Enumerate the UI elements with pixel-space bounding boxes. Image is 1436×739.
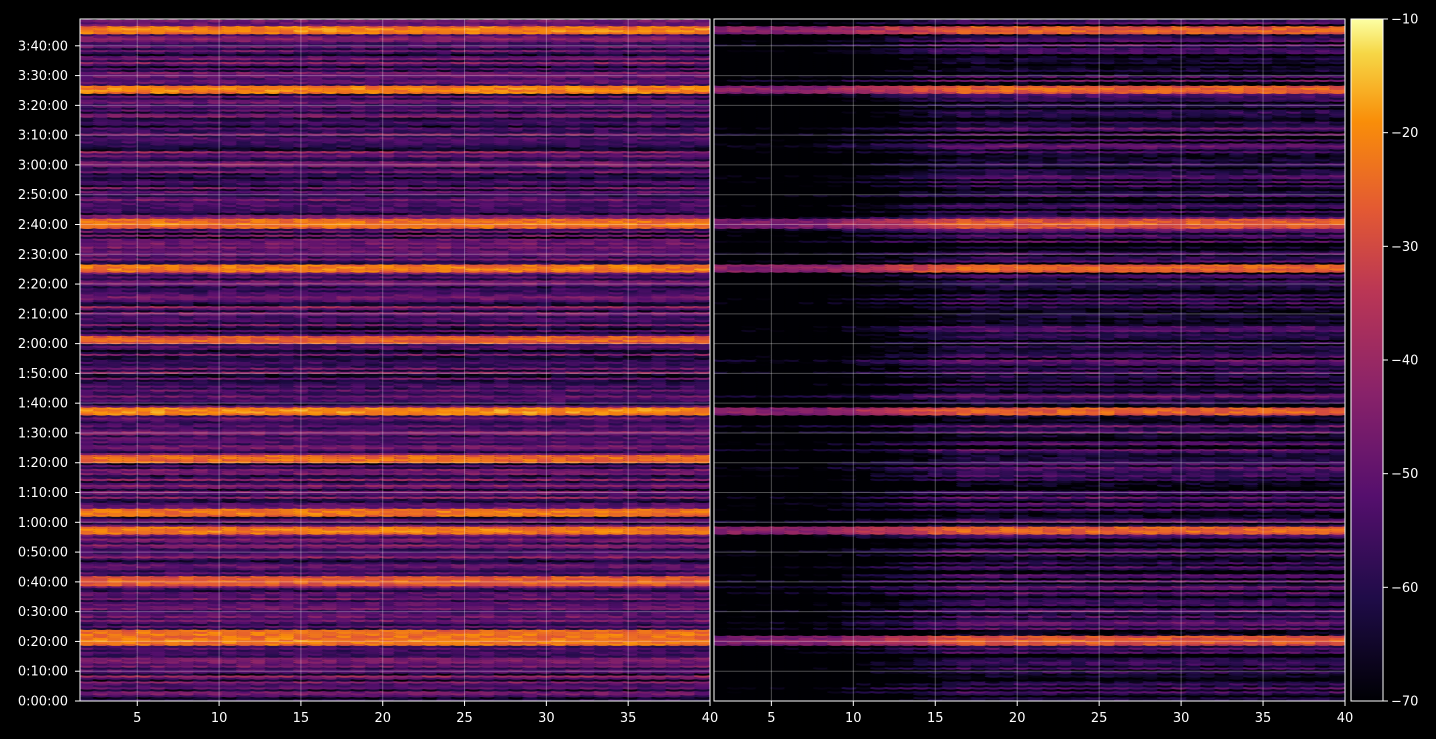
heatmap-panel-left xyxy=(80,19,710,701)
